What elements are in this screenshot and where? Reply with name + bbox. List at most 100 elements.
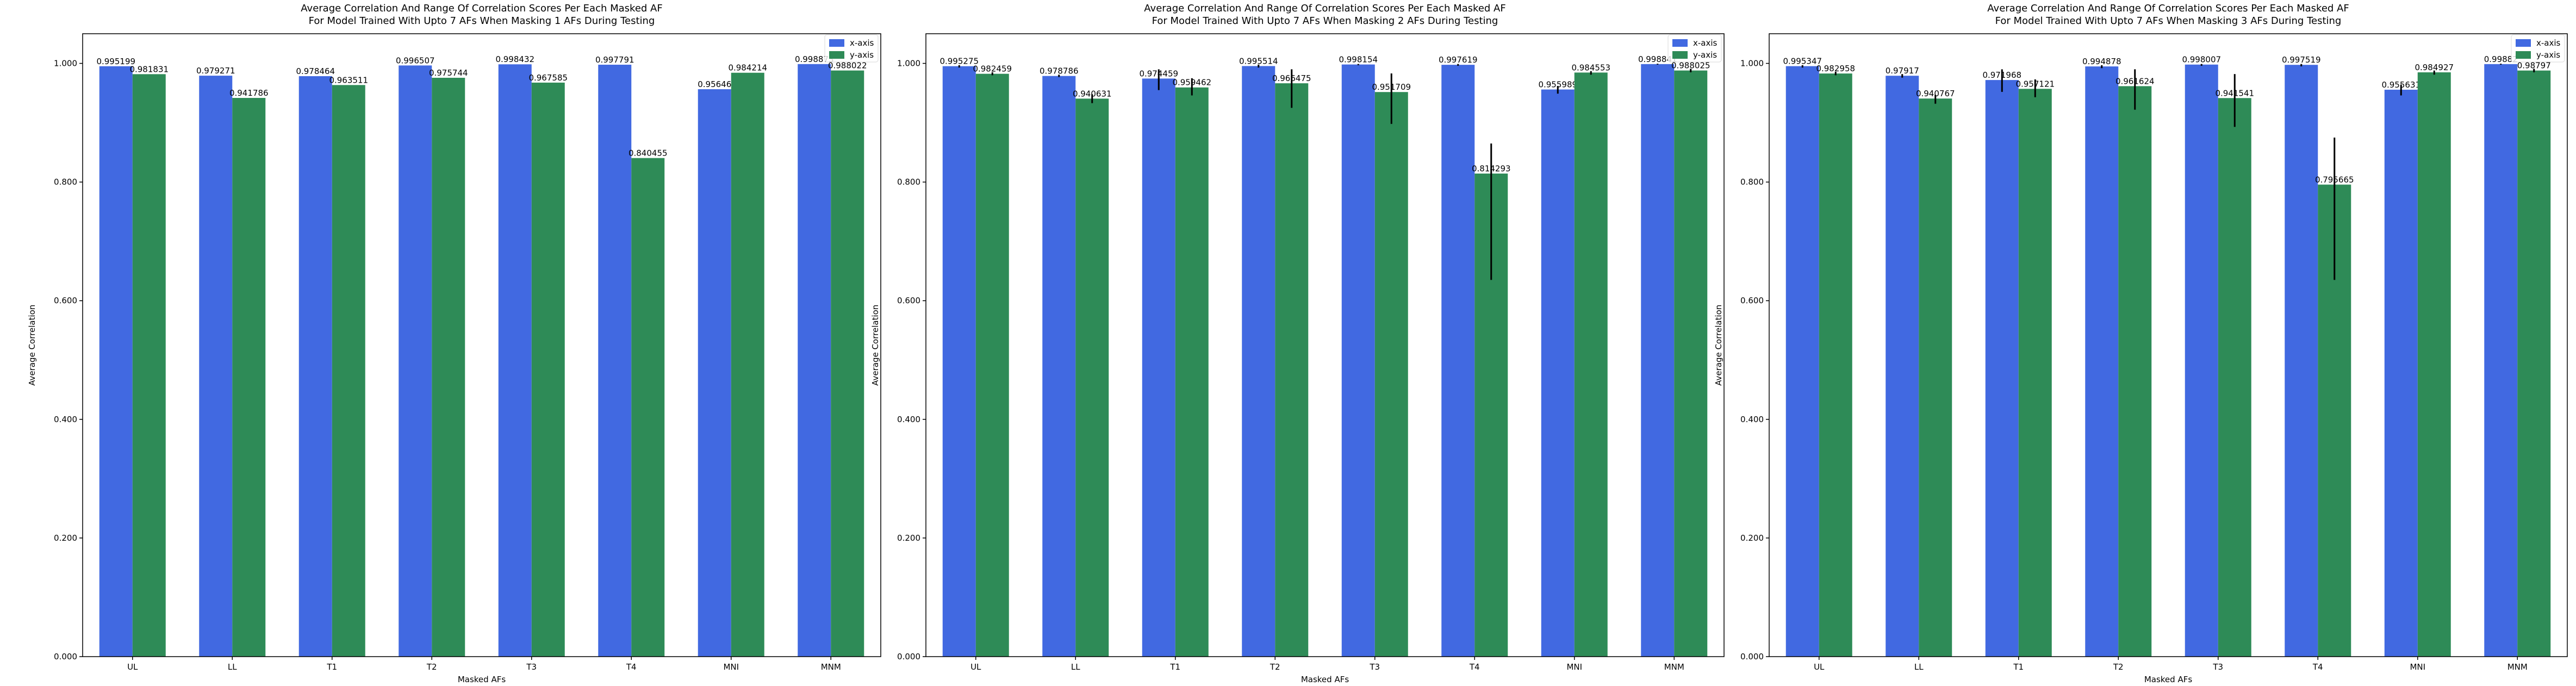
bar-x-axis-mnm (1641, 64, 1675, 657)
y-tick-label: 0.800 (1740, 177, 1764, 187)
x-tick-label: LL (1071, 662, 1080, 672)
bar-y-axis-t2 (1275, 83, 1309, 657)
x-tick-label: T3 (1369, 662, 1380, 672)
bar-x-axis-t2 (399, 65, 432, 657)
legend: x-axis y-axis (2511, 34, 2565, 63)
data-label: 0.988025 (1671, 61, 1710, 71)
bar-x-axis-mnm (2484, 64, 2518, 657)
bar-x-axis-mnm (798, 64, 831, 657)
y-tick-label: 0.600 (1740, 296, 1764, 306)
bar-y-axis-ul (132, 74, 166, 657)
x-tick-label: T2 (2113, 662, 2124, 672)
chart-title: Average Correlation And Range Of Correla… (1144, 3, 1505, 14)
bar-x-axis-mni (698, 89, 731, 657)
data-label: 0.997619 (1439, 55, 1478, 65)
data-label: 0.982958 (1816, 64, 1855, 73)
bar-y-axis-t3 (531, 82, 565, 657)
data-label: 0.998873 (795, 54, 834, 64)
x-tick-label: UL (1814, 662, 1825, 672)
bar-y-axis-t1 (2018, 89, 2052, 657)
bar-y-axis-ul (1819, 73, 1852, 657)
data-label: 0.967585 (528, 73, 568, 83)
data-label: 0.940631 (1073, 89, 1112, 98)
x-tick-label: T4 (1469, 662, 1480, 672)
x-tick-label: MNI (2410, 662, 2425, 672)
data-label: 0.994878 (2082, 57, 2121, 66)
bar-x-axis-t1 (298, 76, 332, 657)
bar-x-axis-mni (1541, 89, 1575, 657)
bar-y-axis-mni (2417, 72, 2451, 657)
x-tick-label: UL (970, 662, 981, 672)
bar-y-axis-mni (731, 72, 764, 657)
data-label: 0.998154 (1339, 55, 1378, 65)
x-tick-label: MNI (723, 662, 739, 672)
data-label: 0.984927 (2415, 63, 2454, 72)
data-label: 0.955989 (1538, 80, 1577, 90)
data-label: 0.988022 (828, 61, 867, 71)
chart-panel-3: Average Correlation And Range Of Correla… (1714, 3, 2568, 684)
data-label: 0.982459 (973, 64, 1012, 74)
y-tick-label: 0.800 (54, 177, 77, 187)
x-axis-label: Masked AFs (458, 675, 506, 684)
x-tick-label: UL (127, 662, 138, 672)
legend-swatch-x-axis (829, 39, 844, 47)
legend-swatch-y-axis (2516, 51, 2531, 59)
y-tick-label: 0.000 (54, 652, 77, 662)
bar-y-axis-ll (1075, 98, 1109, 657)
x-tick-label: MNM (1664, 662, 1684, 672)
chart-subtitle: For Model Trained With Upto 7 AFs When M… (1995, 15, 2342, 27)
legend-swatch-y-axis (829, 51, 844, 59)
bar-y-axis-mnm (831, 70, 864, 657)
bar-x-axis-t3 (1341, 64, 1375, 657)
data-label: 0.98797 (2517, 61, 2551, 71)
plot-frame (925, 33, 1725, 657)
bar-x-axis-ul (1785, 66, 1819, 657)
bar-x-axis-ul (99, 66, 133, 657)
data-label: 0.981831 (129, 64, 169, 74)
legend-label: x-axis (2536, 38, 2561, 48)
y-tick-label: 0.400 (54, 415, 77, 424)
data-label: 0.997791 (595, 55, 634, 65)
bar-x-axis-t4 (2285, 65, 2318, 657)
x-tick-label: T3 (2212, 662, 2223, 672)
x-axis-label: Masked AFs (2144, 675, 2193, 684)
y-tick-label: 1.000 (1740, 59, 1764, 69)
bar-x-axis-t2 (2085, 66, 2119, 657)
data-label: 0.95646 (698, 79, 731, 89)
y-axis-label: Average Correlation (27, 305, 37, 386)
legend-label: y-axis (1693, 50, 1717, 60)
x-tick-label: LL (228, 662, 237, 672)
data-label: 0.99882 (2484, 54, 2518, 64)
y-tick-label: 0.400 (1740, 415, 1764, 424)
x-tick-label: T3 (526, 662, 537, 672)
data-label: 0.840455 (629, 149, 668, 158)
bar-y-axis-t2 (2118, 86, 2152, 657)
data-label: 0.998007 (2182, 55, 2221, 65)
legend-swatch-x-axis (2516, 39, 2531, 47)
data-label: 0.978464 (296, 66, 335, 76)
bar-x-axis-ll (199, 76, 233, 657)
data-label: 0.995347 (1783, 57, 1822, 66)
bar-y-axis-t3 (2218, 98, 2251, 657)
chart-title: Average Correlation And Range Of Correla… (1987, 3, 2349, 14)
y-tick-label: 0.400 (897, 415, 920, 424)
y-tick-label: 0.800 (897, 177, 920, 187)
chart-panel-2: Average Correlation And Range Of Correla… (870, 3, 1725, 684)
y-axis-label: Average Correlation (1714, 305, 1723, 386)
bar-y-axis-t2 (432, 77, 465, 657)
x-axis-label: Masked AFs (1301, 675, 1349, 684)
legend-label: x-axis (1693, 38, 1718, 48)
legend-label: x-axis (850, 38, 874, 48)
x-tick-label: T1 (2013, 662, 2024, 672)
data-label: 0.941786 (229, 88, 269, 98)
x-tick-label: LL (1914, 662, 1924, 672)
x-tick-label: MNM (2507, 662, 2528, 672)
bar-y-axis-t4 (631, 158, 665, 657)
y-tick-label: 1.000 (897, 59, 920, 69)
legend: x-axis y-axis (1667, 34, 1722, 63)
y-tick-label: 0.600 (897, 296, 920, 306)
data-label: 0.940767 (1916, 89, 1955, 98)
chart-subtitle: For Model Trained With Upto 7 AFs When M… (1152, 15, 1498, 27)
plot-frame (82, 33, 881, 657)
x-tick-label: T4 (626, 662, 637, 672)
